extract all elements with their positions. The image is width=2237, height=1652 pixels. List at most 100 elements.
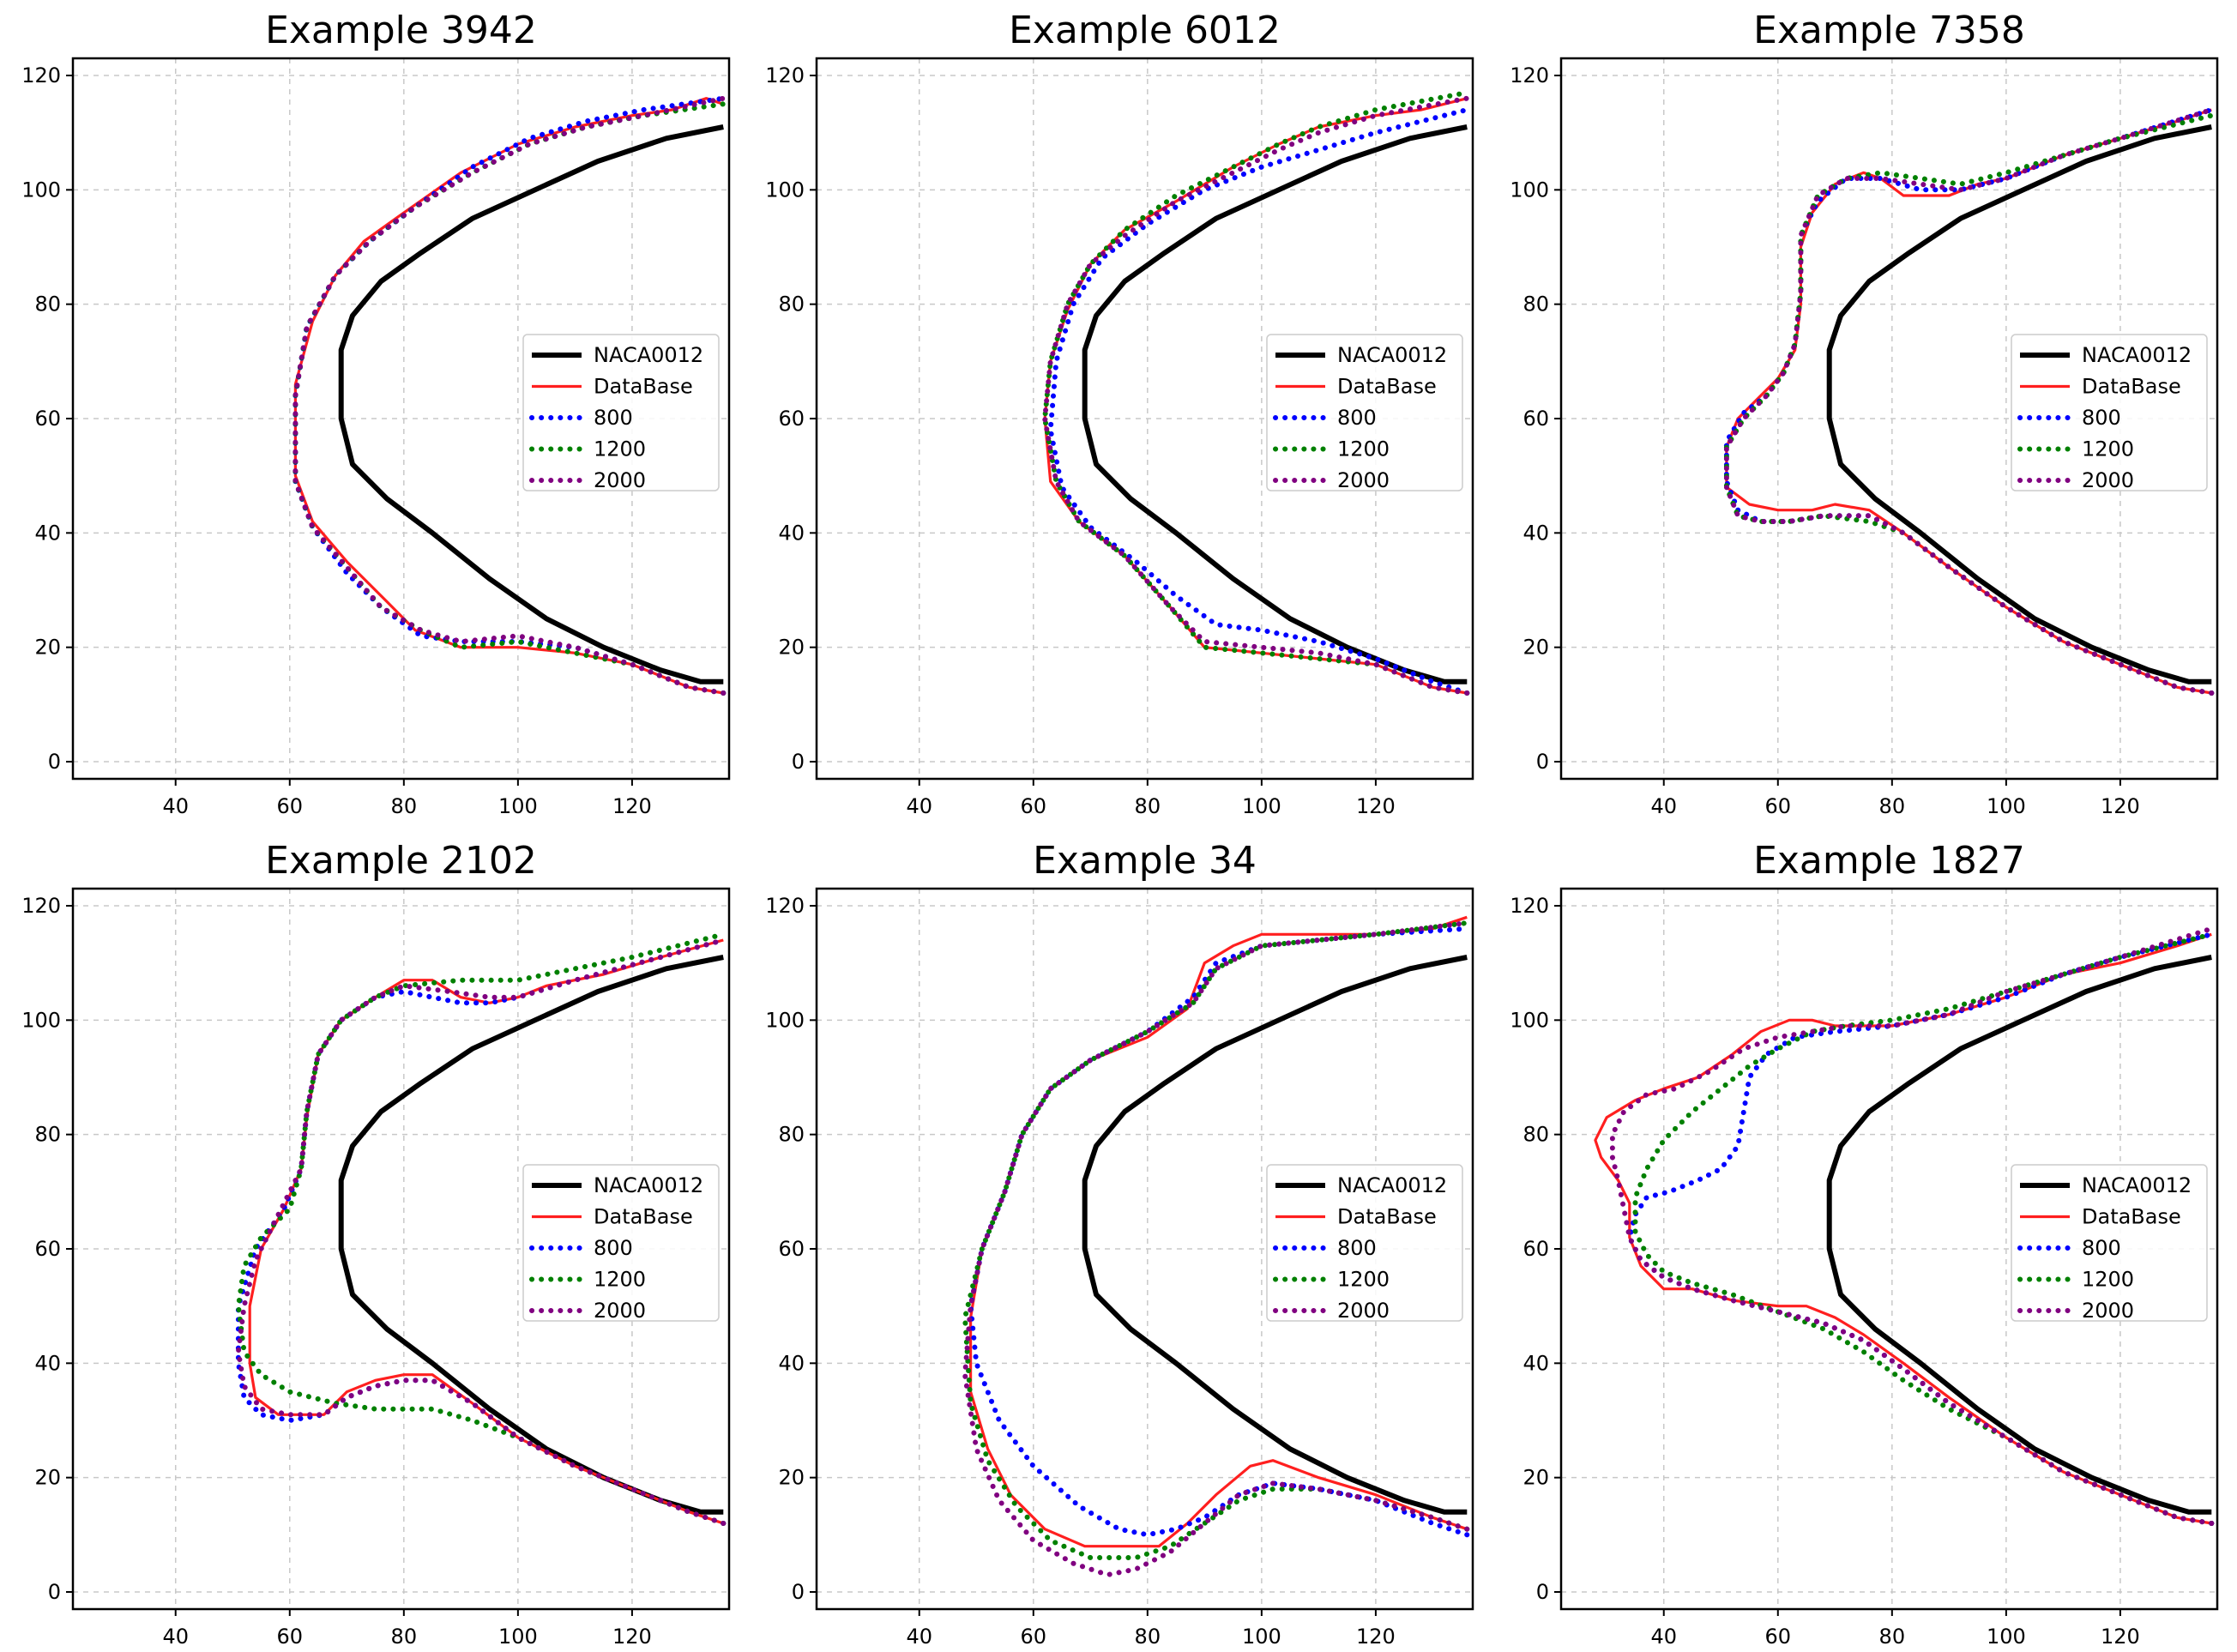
legend-label-DataBase: DataBase <box>1337 1205 1437 1229</box>
y-tick-label: 0 <box>48 750 61 774</box>
series-line-2000 <box>235 938 727 1526</box>
legend-label-800: 800 <box>594 1236 633 1260</box>
series-line-2000 <box>1723 107 2215 696</box>
legend-label-2000: 2000 <box>2082 468 2134 492</box>
y-tick-label: 20 <box>778 636 805 660</box>
y-tick-label: 40 <box>1522 521 1549 545</box>
y-tick-label: 100 <box>1510 1008 1549 1032</box>
x-tick-label: 120 <box>612 794 652 818</box>
y-tick-label: 100 <box>765 1008 805 1032</box>
y-tick-label: 0 <box>792 750 805 774</box>
x-tick-label: 80 <box>1879 794 1906 818</box>
x-tick-label: 100 <box>498 794 538 818</box>
x-tick-label: 60 <box>277 794 304 818</box>
series-group <box>1723 107 2215 696</box>
series-line-1200 <box>1632 932 2215 1526</box>
series-line-800 <box>1626 932 2215 1526</box>
series-line-DataBase <box>1594 932 2212 1525</box>
legend-box <box>522 1164 720 1322</box>
series-line-1200 <box>962 920 1470 1560</box>
y-tick-label: 80 <box>34 292 61 317</box>
series-group <box>1042 90 1470 696</box>
legend-label-2000: 2000 <box>594 468 646 492</box>
y-tick-label: 60 <box>34 1237 61 1261</box>
x-tick-label: 40 <box>162 1625 189 1649</box>
series-line-2000 <box>962 920 1470 1577</box>
y-tick-label: 80 <box>778 1123 805 1147</box>
series-line-NACA0012 <box>1082 124 1468 684</box>
y-tick-label: 60 <box>778 1237 805 1261</box>
x-tick-label: 80 <box>391 1625 418 1649</box>
y-tick-label: 100 <box>21 1008 61 1032</box>
legend-label-DataBase: DataBase <box>594 375 693 399</box>
legend-label-1200: 1200 <box>1337 437 1390 461</box>
chart-title: Example 6012 <box>1009 9 1281 52</box>
legend-label-1200: 1200 <box>1337 1268 1390 1292</box>
x-tick-label: 80 <box>1135 1625 1161 1649</box>
legend-label-1200: 1200 <box>594 437 646 461</box>
series-group <box>962 915 1470 1577</box>
y-tick-label: 60 <box>34 407 61 431</box>
y-tick-label: 0 <box>792 1580 805 1604</box>
y-tick-label: 20 <box>1522 1466 1549 1490</box>
y-tick-label: 100 <box>1510 178 1549 202</box>
x-tick-label: 120 <box>1356 794 1396 818</box>
x-tick-label: 60 <box>1021 1625 1047 1649</box>
y-tick-label: 80 <box>1522 292 1549 317</box>
legend: NACA0012 DataBase 800 1200 2000 <box>2011 1164 2208 1323</box>
series-line-800 <box>1723 107 2215 696</box>
x-tick-label: 60 <box>277 1625 304 1649</box>
legend-box <box>2011 334 2208 491</box>
x-tick-label: 100 <box>498 1625 538 1649</box>
y-tick-label: 60 <box>1522 1237 1549 1261</box>
series-group <box>292 95 727 696</box>
x-tick-label: 40 <box>1650 1625 1677 1649</box>
x-tick-label: 100 <box>1242 794 1281 818</box>
legend-box <box>2011 1164 2208 1322</box>
y-tick-label: 20 <box>1522 636 1549 660</box>
legend-label-NACA0012: NACA0012 <box>594 1173 703 1197</box>
series-group <box>235 932 727 1526</box>
x-tick-label: 100 <box>1987 794 2026 818</box>
x-tick-label: 100 <box>1242 1625 1281 1649</box>
legend-label-NACA0012: NACA0012 <box>2082 1173 2192 1197</box>
x-tick-label: 120 <box>2101 794 2140 818</box>
y-tick-label: 40 <box>778 521 805 545</box>
legend-label-800: 800 <box>594 406 633 430</box>
x-tick-label: 80 <box>1135 794 1161 818</box>
legend-label-800: 800 <box>1337 1236 1377 1260</box>
x-tick-label: 80 <box>1879 1625 1906 1649</box>
legend-label-NACA0012: NACA0012 <box>1337 343 1447 367</box>
y-tick-label: 40 <box>34 1351 61 1375</box>
y-tick-label: 120 <box>1510 894 1549 918</box>
y-tick-label: 0 <box>1536 750 1549 774</box>
y-tick-label: 40 <box>778 1351 805 1375</box>
y-tick-label: 80 <box>778 292 805 317</box>
y-tick-label: 40 <box>1522 1351 1549 1375</box>
legend-box <box>1266 1164 1463 1322</box>
x-tick-label: 40 <box>906 794 932 818</box>
legend-box <box>522 334 720 491</box>
y-tick-label: 120 <box>765 894 805 918</box>
legend-label-800: 800 <box>2082 406 2121 430</box>
series-line-800 <box>1047 107 1470 696</box>
y-tick-label: 120 <box>1510 63 1549 87</box>
chart-title: Example 3942 <box>265 9 537 52</box>
series-line-2000 <box>1042 95 1470 696</box>
chart-title: Example 7358 <box>1753 9 2025 52</box>
x-tick-label: 100 <box>1987 1625 2026 1649</box>
series-line-2000 <box>292 95 727 696</box>
x-tick-label: 60 <box>1021 794 1047 818</box>
x-tick-label: 120 <box>2101 1625 2140 1649</box>
series-line-2000 <box>1609 925 2215 1526</box>
series-line-NACA0012 <box>1082 955 1468 1515</box>
legend: NACA0012 DataBase 800 1200 2000 <box>522 1164 720 1323</box>
y-tick-label: 100 <box>765 178 805 202</box>
y-tick-label: 120 <box>21 894 61 918</box>
legend-label-1200: 1200 <box>594 1268 646 1292</box>
y-tick-label: 80 <box>34 1123 61 1147</box>
